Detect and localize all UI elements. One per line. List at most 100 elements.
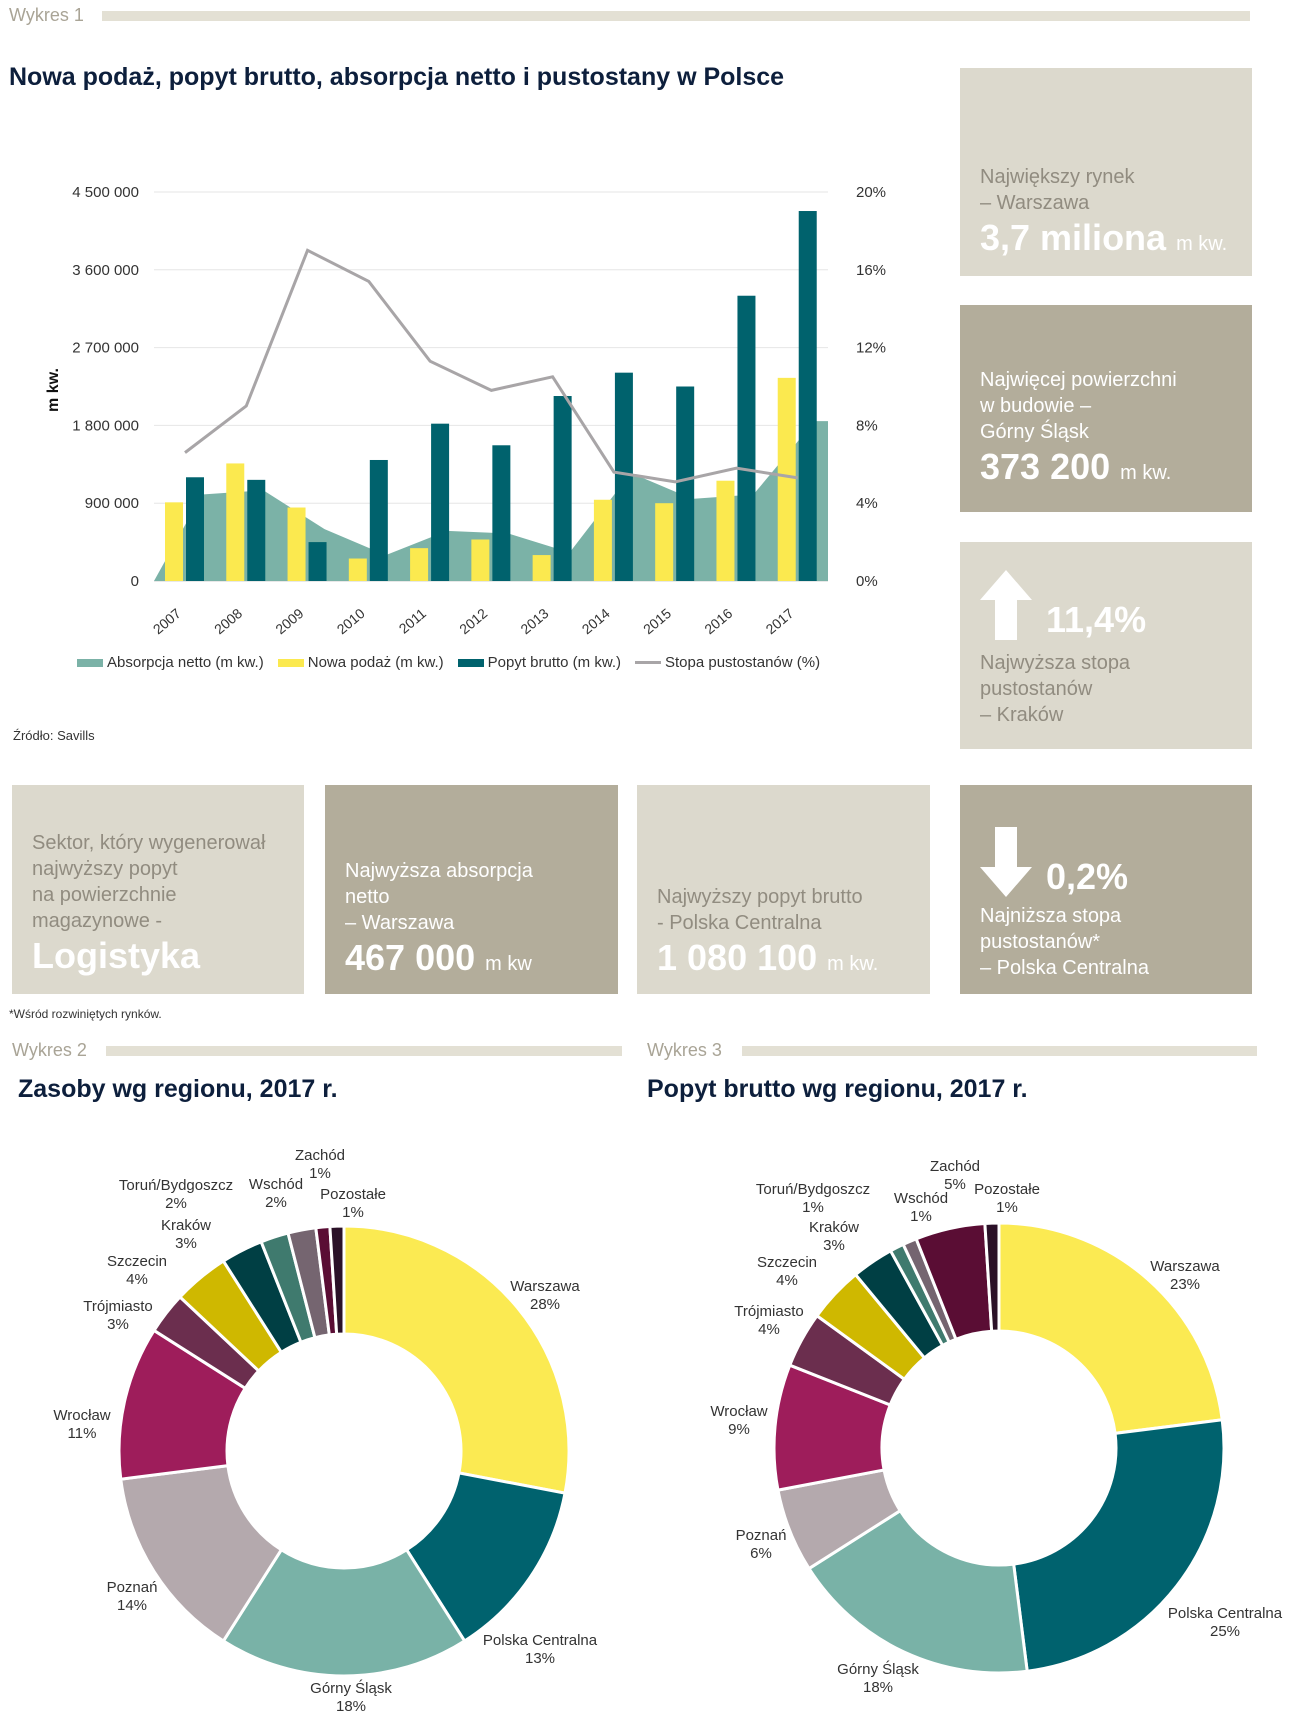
bar-new-supply xyxy=(716,480,735,581)
slice-name: Szczecin xyxy=(106,1253,168,1270)
bar-gross-demand xyxy=(186,477,204,581)
slice-label: Trójmiasto 4% xyxy=(734,1303,803,1339)
slice-label: Zachód 5% xyxy=(930,1158,980,1194)
stat-number: 1 080 100 xyxy=(657,937,818,978)
stat-label: - Polska Centralna xyxy=(657,912,822,934)
bar-gross-demand xyxy=(553,396,572,581)
slice-label: Kraków 3% xyxy=(161,1217,211,1253)
slice-percent: 11% xyxy=(67,1425,97,1442)
slice-name: Warszawa xyxy=(1150,1258,1220,1275)
legend-item-supply: Nowa podaż (m kw.) xyxy=(277,654,444,671)
slice-label: Pozostałe 1% xyxy=(320,1186,386,1222)
bar-new-supply xyxy=(777,377,796,581)
slice-percent: 2% xyxy=(165,1195,187,1212)
y-tick-label: 0 xyxy=(131,573,139,590)
stat-number: 373 200 xyxy=(980,446,1111,487)
slice-label: Polska Centralna 25% xyxy=(1168,1605,1282,1641)
donut-demand xyxy=(772,1221,1226,1675)
stat-value: 3,7 miliona m kw. xyxy=(980,216,1232,266)
legend-label: Absorpcja netto (m kw.) xyxy=(107,654,264,671)
footnote: *Wśród rozwiniętych rynków. xyxy=(9,1007,162,1021)
slice-percent: 4% xyxy=(776,1272,798,1289)
slice-name: Warszawa xyxy=(510,1278,580,1295)
slice-label: Pozostałe 1% xyxy=(974,1181,1040,1217)
bar-gross-demand xyxy=(308,542,327,581)
y-tick-label: 1 800 000 xyxy=(72,417,139,434)
stat-value: 1 080 100 m kw. xyxy=(657,936,910,986)
bar-new-supply xyxy=(165,502,183,581)
y2-tick-label: 8% xyxy=(856,417,878,434)
slice-percent: 28% xyxy=(529,1296,561,1313)
slice-label: Toruń/Bydgoszcz 1% xyxy=(756,1181,870,1217)
slice-name: Polska Centralna xyxy=(482,1632,598,1649)
slice-name: Kraków xyxy=(160,1217,212,1234)
slice-label: Toruń/Bydgoszcz 2% xyxy=(119,1177,233,1213)
stat-number: 11,4% xyxy=(1046,599,1147,640)
legend-label: Popyt brutto (m kw.) xyxy=(487,654,621,671)
stat-number: 0,2% xyxy=(1046,856,1129,897)
bar-gross-demand xyxy=(431,423,450,581)
stat-label: – Kraków xyxy=(980,704,1064,726)
stat-box-largest-market: Największy rynek – Warszawa 3,7 miliona … xyxy=(960,68,1252,276)
slice-label: Poznań 6% xyxy=(736,1527,787,1563)
slice-percent: 3% xyxy=(823,1237,845,1254)
slice-percent: 5% xyxy=(944,1176,966,1193)
bar-gross-demand xyxy=(369,459,388,581)
slice-name: Wrocław xyxy=(53,1407,111,1424)
slice-label: Górny Śląsk 18% xyxy=(837,1661,919,1697)
slice-label: Polska Centralna 13% xyxy=(483,1632,597,1668)
slice-percent: 3% xyxy=(175,1235,197,1252)
slice-label: Warszawa 23% xyxy=(1150,1258,1219,1294)
arrow-down-icon xyxy=(980,827,1032,897)
bar-new-supply xyxy=(471,539,490,581)
slice-percent: 3% xyxy=(107,1316,129,1333)
y-tick-label: 2 700 000 xyxy=(72,340,139,357)
stat-box-lowest-vacancy: 0,2% Najniższa stopa pustostanów* – Pols… xyxy=(960,785,1252,994)
slice-percent: 18% xyxy=(335,1698,367,1715)
slice-percent: 4% xyxy=(758,1321,780,1338)
stat-label: Sektor, który wygenerował xyxy=(32,832,266,854)
slice-percent: 23% xyxy=(1169,1276,1201,1293)
y2-tick-label: 20% xyxy=(856,184,886,201)
chart-legend: Absorpcja netto (m kw.) Nowa podaż (m kw… xyxy=(77,654,820,671)
slice-percent: 9% xyxy=(728,1421,750,1438)
slice-percent: 4% xyxy=(126,1271,148,1288)
legend-item-vacancy: Stopa pustostanów (%) xyxy=(635,654,820,671)
bar-gross-demand xyxy=(798,211,817,582)
slice-name: Wrocław xyxy=(710,1403,768,1420)
stat-label: – Warszawa xyxy=(980,192,1090,214)
slice-percent: 1% xyxy=(910,1208,932,1225)
stat-unit: m kw. xyxy=(1176,233,1228,255)
slice-name: Zachód xyxy=(929,1158,981,1175)
stat-label: Najniższa stopa xyxy=(980,905,1122,927)
donut-slice xyxy=(983,1221,1001,1333)
header-divider xyxy=(742,1046,1257,1056)
slice-percent: 6% xyxy=(750,1545,772,1562)
slice-percent: 14% xyxy=(116,1597,148,1614)
slice-percent: 1% xyxy=(996,1199,1018,1216)
legend-swatch xyxy=(457,658,484,667)
slice-percent: 18% xyxy=(862,1679,894,1696)
slice-name: Trójmiasto xyxy=(83,1298,153,1315)
chart-title: Popyt brutto wg regionu, 2017 r. xyxy=(647,1075,1028,1103)
slice-name: Górny Śląsk xyxy=(837,1661,919,1678)
figure-label: Wykres 3 xyxy=(647,1040,722,1060)
bar-new-supply xyxy=(287,507,306,581)
y-tick-label: 4 500 000 xyxy=(72,184,139,201)
slice-name: Kraków xyxy=(808,1219,860,1236)
stat-label: magazynowe - xyxy=(32,910,163,932)
source-note: Źródło: Savills xyxy=(13,728,95,743)
slice-name: Toruń/Bydgoszcz xyxy=(755,1181,871,1198)
stat-unit: m kw xyxy=(485,953,532,975)
slice-label: Górny Śląsk 18% xyxy=(310,1680,392,1716)
bar-new-supply xyxy=(532,555,551,581)
chart-title: Zasoby wg regionu, 2017 r. xyxy=(18,1075,338,1103)
legend-item-absorption: Absorpcja netto (m kw.) xyxy=(77,654,264,671)
slice-label: Wschód 2% xyxy=(249,1176,303,1212)
slice-percent: 1% xyxy=(802,1199,824,1216)
stat-number: 467 000 xyxy=(345,937,476,978)
stat-number: Logistyka xyxy=(32,935,201,976)
stat-label: Najwyższa absorpcja xyxy=(345,860,533,882)
legend-line xyxy=(635,661,661,664)
